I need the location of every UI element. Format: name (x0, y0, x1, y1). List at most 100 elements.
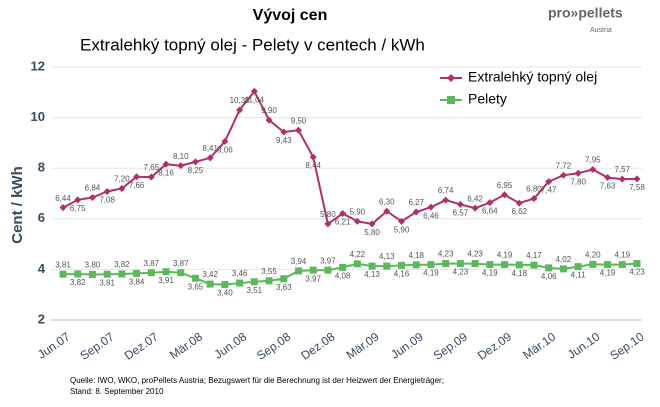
marker (221, 281, 229, 289)
marker (471, 260, 479, 268)
x-tick-label: Sep.07 (77, 329, 116, 362)
value-label: 3,84 (129, 278, 145, 287)
marker (501, 261, 509, 269)
value-label: 8,16 (158, 168, 174, 177)
marker (398, 217, 406, 225)
marker (177, 269, 185, 277)
marker (618, 261, 626, 269)
marker (486, 261, 494, 269)
y-tick-label: 12 (31, 58, 45, 73)
value-label: 9,50 (291, 116, 307, 125)
marker (412, 208, 420, 216)
y-tick-label: 2 (38, 311, 45, 326)
value-label: 3,51 (247, 286, 263, 295)
value-label: 4,23 (453, 268, 469, 277)
marker (427, 261, 435, 269)
value-label: 6,64 (482, 207, 498, 216)
marker (103, 270, 111, 278)
marker (191, 274, 199, 282)
marker (353, 260, 361, 268)
value-label: 4,23 (467, 250, 483, 259)
marker (574, 263, 582, 271)
value-label: 7,20 (114, 175, 130, 184)
chart-subtitle: Extralehký topný olej - Pelety v centech… (80, 35, 425, 54)
marker (633, 175, 641, 183)
marker (59, 204, 67, 212)
marker (309, 266, 317, 274)
logo: pro»pellets (548, 5, 623, 21)
value-label: 10,30 (230, 96, 251, 105)
x-tick-label: Dez.09 (475, 329, 514, 362)
value-label: 8,44 (305, 161, 321, 170)
marker (486, 199, 494, 207)
marker (74, 270, 82, 278)
value-label: 3,82 (70, 278, 86, 287)
x-tick-label: Sep.10 (607, 329, 646, 362)
value-label: 6,80 (526, 185, 542, 194)
y-tick-label: 4 (38, 261, 46, 276)
value-label: 4,13 (379, 252, 395, 261)
marker (427, 203, 435, 211)
legend-marker (447, 74, 455, 82)
value-label: 8,10 (173, 152, 189, 161)
marker (236, 106, 244, 114)
marker (88, 270, 96, 278)
marker (59, 270, 67, 278)
marker (294, 126, 302, 134)
value-label: 6,42 (467, 194, 483, 203)
x-tick-label: Dez.08 (298, 329, 337, 362)
value-label: 7,47 (541, 186, 557, 195)
marker (162, 268, 170, 276)
value-label: 7,63 (600, 182, 616, 191)
marker (515, 261, 523, 269)
value-label: 3,91 (158, 276, 174, 285)
value-label: 3,81 (55, 260, 71, 269)
marker (147, 269, 155, 277)
marker (530, 195, 538, 203)
marker (294, 267, 302, 275)
value-label: 11,04 (245, 95, 265, 104)
marker (398, 261, 406, 269)
value-label: 4,16 (394, 269, 410, 278)
x-tick-label: Jun.09 (388, 329, 426, 361)
marker (265, 116, 273, 124)
x-tick-label: Dez.07 (122, 329, 161, 362)
value-label: 4,18 (511, 269, 527, 278)
value-label: 9,43 (276, 136, 292, 145)
marker (574, 169, 582, 177)
value-label: 4,19 (600, 269, 616, 278)
marker (206, 154, 214, 162)
y-tick-label: 6 (38, 210, 45, 225)
value-label: 3,65 (188, 282, 204, 291)
marker (456, 200, 464, 208)
value-label: 4,18 (408, 251, 424, 260)
value-label: 3,82 (114, 260, 130, 269)
value-label: 5,80 (364, 228, 380, 237)
marker (559, 265, 567, 273)
marker (383, 207, 391, 215)
marker (633, 260, 641, 268)
value-label: 4,11 (571, 271, 587, 280)
value-label: 6,57 (453, 208, 469, 217)
value-label: 7,65 (144, 163, 160, 172)
marker (103, 187, 111, 195)
marker (133, 269, 141, 277)
value-label: 6,27 (408, 198, 424, 207)
value-label: 5,80 (320, 210, 336, 219)
value-label: 7,57 (614, 165, 630, 174)
value-label: 4,23 (629, 268, 645, 277)
x-tick-label: Jun.07 (35, 329, 73, 361)
value-label: 4,08 (335, 271, 351, 280)
marker (74, 196, 82, 204)
marker (383, 262, 391, 270)
value-label: 4,17 (526, 251, 542, 260)
value-label: 4,19 (497, 251, 513, 260)
x-tick-label: Mär.09 (344, 329, 382, 362)
marker (191, 158, 199, 166)
value-label: 5,90 (394, 225, 410, 234)
marker (604, 261, 612, 269)
marker (412, 261, 420, 269)
marker (88, 194, 96, 202)
value-label: 7,08 (99, 196, 115, 205)
